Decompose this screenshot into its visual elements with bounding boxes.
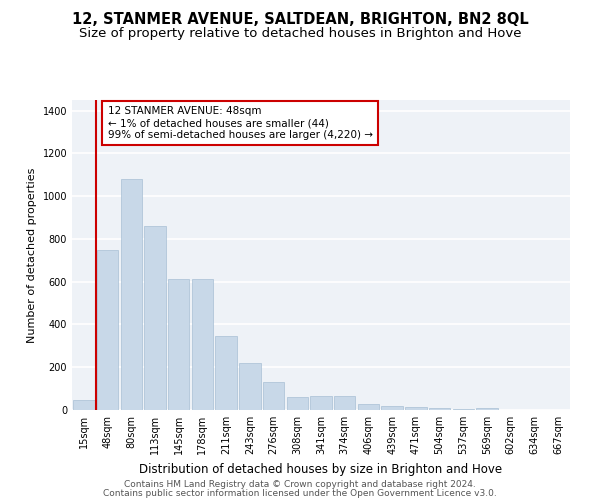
Text: Contains HM Land Registry data © Crown copyright and database right 2024.: Contains HM Land Registry data © Crown c… xyxy=(124,480,476,489)
Bar xyxy=(73,400,95,410)
Bar xyxy=(310,396,332,410)
Bar xyxy=(334,396,355,410)
Text: 12, STANMER AVENUE, SALTDEAN, BRIGHTON, BN2 8QL: 12, STANMER AVENUE, SALTDEAN, BRIGHTON, … xyxy=(71,12,529,28)
Bar xyxy=(215,336,237,410)
Bar xyxy=(145,226,166,410)
Bar xyxy=(97,250,118,410)
Text: 12 STANMER AVENUE: 48sqm
← 1% of detached houses are smaller (44)
99% of semi-de: 12 STANMER AVENUE: 48sqm ← 1% of detache… xyxy=(107,106,373,140)
Bar xyxy=(405,407,427,410)
Bar xyxy=(239,363,260,410)
Bar xyxy=(263,382,284,410)
Bar xyxy=(429,408,450,410)
Bar xyxy=(168,278,190,410)
Bar xyxy=(452,409,474,410)
Bar xyxy=(192,278,213,410)
Bar xyxy=(382,406,403,410)
Bar xyxy=(358,404,379,410)
Text: Size of property relative to detached houses in Brighton and Hove: Size of property relative to detached ho… xyxy=(79,28,521,40)
Bar xyxy=(287,397,308,410)
X-axis label: Distribution of detached houses by size in Brighton and Hove: Distribution of detached houses by size … xyxy=(139,462,503,475)
Bar xyxy=(476,408,497,410)
Bar xyxy=(121,179,142,410)
Y-axis label: Number of detached properties: Number of detached properties xyxy=(27,168,37,342)
Text: Contains public sector information licensed under the Open Government Licence v3: Contains public sector information licen… xyxy=(103,488,497,498)
